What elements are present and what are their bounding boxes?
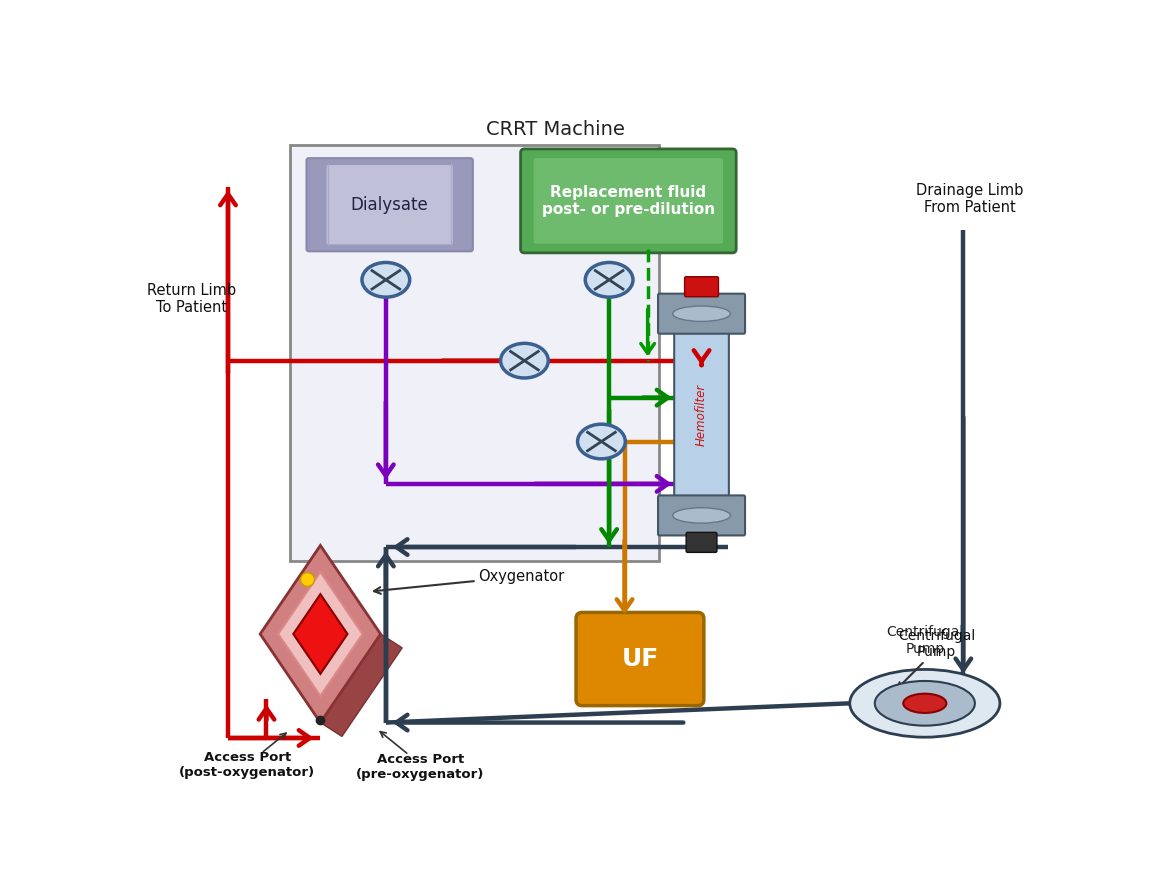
Polygon shape (278, 572, 362, 696)
Text: Return Limb
To Patient: Return Limb To Patient (148, 283, 237, 315)
Polygon shape (321, 634, 402, 736)
Polygon shape (293, 594, 347, 674)
Text: Centrifugal
Pump: Centrifugal Pump (898, 630, 975, 660)
Ellipse shape (673, 508, 730, 523)
Text: CRRT Machine: CRRT Machine (486, 120, 624, 139)
FancyBboxPatch shape (327, 165, 452, 244)
Text: Replacement fluid
post- or pre-dilution: Replacement fluid post- or pre-dilution (542, 185, 715, 217)
FancyBboxPatch shape (533, 158, 724, 243)
Text: Access Port
(pre-oxygenator): Access Port (pre-oxygenator) (357, 753, 485, 781)
Ellipse shape (585, 263, 634, 297)
Polygon shape (260, 545, 381, 723)
Text: UF: UF (621, 647, 659, 671)
FancyBboxPatch shape (290, 145, 659, 561)
Text: Oxygenator: Oxygenator (478, 568, 564, 583)
Ellipse shape (673, 306, 730, 321)
Text: Access Port
(post-oxygenator): Access Port (post-oxygenator) (179, 751, 315, 779)
FancyBboxPatch shape (687, 533, 717, 552)
FancyBboxPatch shape (576, 613, 704, 706)
FancyBboxPatch shape (307, 158, 473, 251)
Text: Centrifugal
Pump: Centrifugal Pump (886, 625, 964, 655)
Ellipse shape (904, 694, 946, 713)
FancyBboxPatch shape (684, 277, 719, 297)
FancyBboxPatch shape (520, 149, 736, 253)
Ellipse shape (849, 670, 999, 737)
FancyBboxPatch shape (674, 324, 729, 505)
Text: Hemofilter: Hemofilter (695, 384, 709, 446)
Ellipse shape (501, 344, 548, 378)
Text: Dialysate: Dialysate (351, 195, 428, 214)
FancyBboxPatch shape (658, 496, 745, 535)
Ellipse shape (577, 424, 625, 459)
Ellipse shape (875, 681, 975, 725)
Text: Drainage Limb
From Patient: Drainage Limb From Patient (916, 183, 1024, 215)
Ellipse shape (362, 263, 410, 297)
FancyBboxPatch shape (658, 294, 745, 334)
